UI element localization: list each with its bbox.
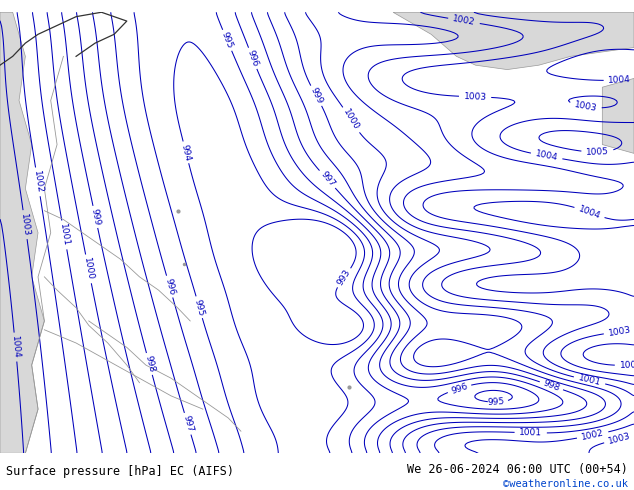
Text: 1004: 1004 [608,75,631,85]
Text: 1002: 1002 [32,170,44,194]
Text: 1003: 1003 [19,213,31,237]
Text: 995: 995 [193,298,205,317]
Text: 1002: 1002 [581,428,605,442]
Text: 998: 998 [541,379,561,393]
Text: 997: 997 [181,414,194,433]
Text: 995: 995 [487,397,505,407]
Text: 996: 996 [163,277,176,296]
Polygon shape [393,12,634,70]
Text: We 26-06-2024 06:00 UTC (00+54): We 26-06-2024 06:00 UTC (00+54) [407,463,628,476]
Text: 995: 995 [220,30,235,50]
Polygon shape [0,12,44,453]
Text: 1004: 1004 [619,360,634,370]
Text: 1001: 1001 [578,373,602,388]
Polygon shape [602,78,634,153]
Text: ©weatheronline.co.uk: ©weatheronline.co.uk [503,479,628,489]
Text: 999: 999 [89,208,101,226]
Text: 1000: 1000 [341,108,361,132]
Text: 993: 993 [335,268,353,288]
Text: 1002: 1002 [452,14,476,27]
Text: 996: 996 [245,49,260,68]
Text: 1004: 1004 [10,335,21,359]
Text: 1003: 1003 [463,92,487,102]
Text: 1000: 1000 [82,257,95,281]
Text: 1003: 1003 [607,432,632,446]
Text: 999: 999 [308,86,324,105]
Text: 1005: 1005 [586,147,609,157]
Text: 1001: 1001 [58,223,70,247]
Text: 1003: 1003 [607,325,632,338]
Text: 1001: 1001 [519,428,542,438]
Text: Surface pressure [hPa] EC (AIFS): Surface pressure [hPa] EC (AIFS) [6,465,235,478]
Text: 997: 997 [318,170,336,189]
Text: 1004: 1004 [577,204,602,220]
Text: 1003: 1003 [574,100,598,113]
Text: 998: 998 [143,354,156,373]
Text: 996: 996 [450,381,469,395]
Text: 994: 994 [179,143,192,162]
Text: 1004: 1004 [534,149,559,163]
